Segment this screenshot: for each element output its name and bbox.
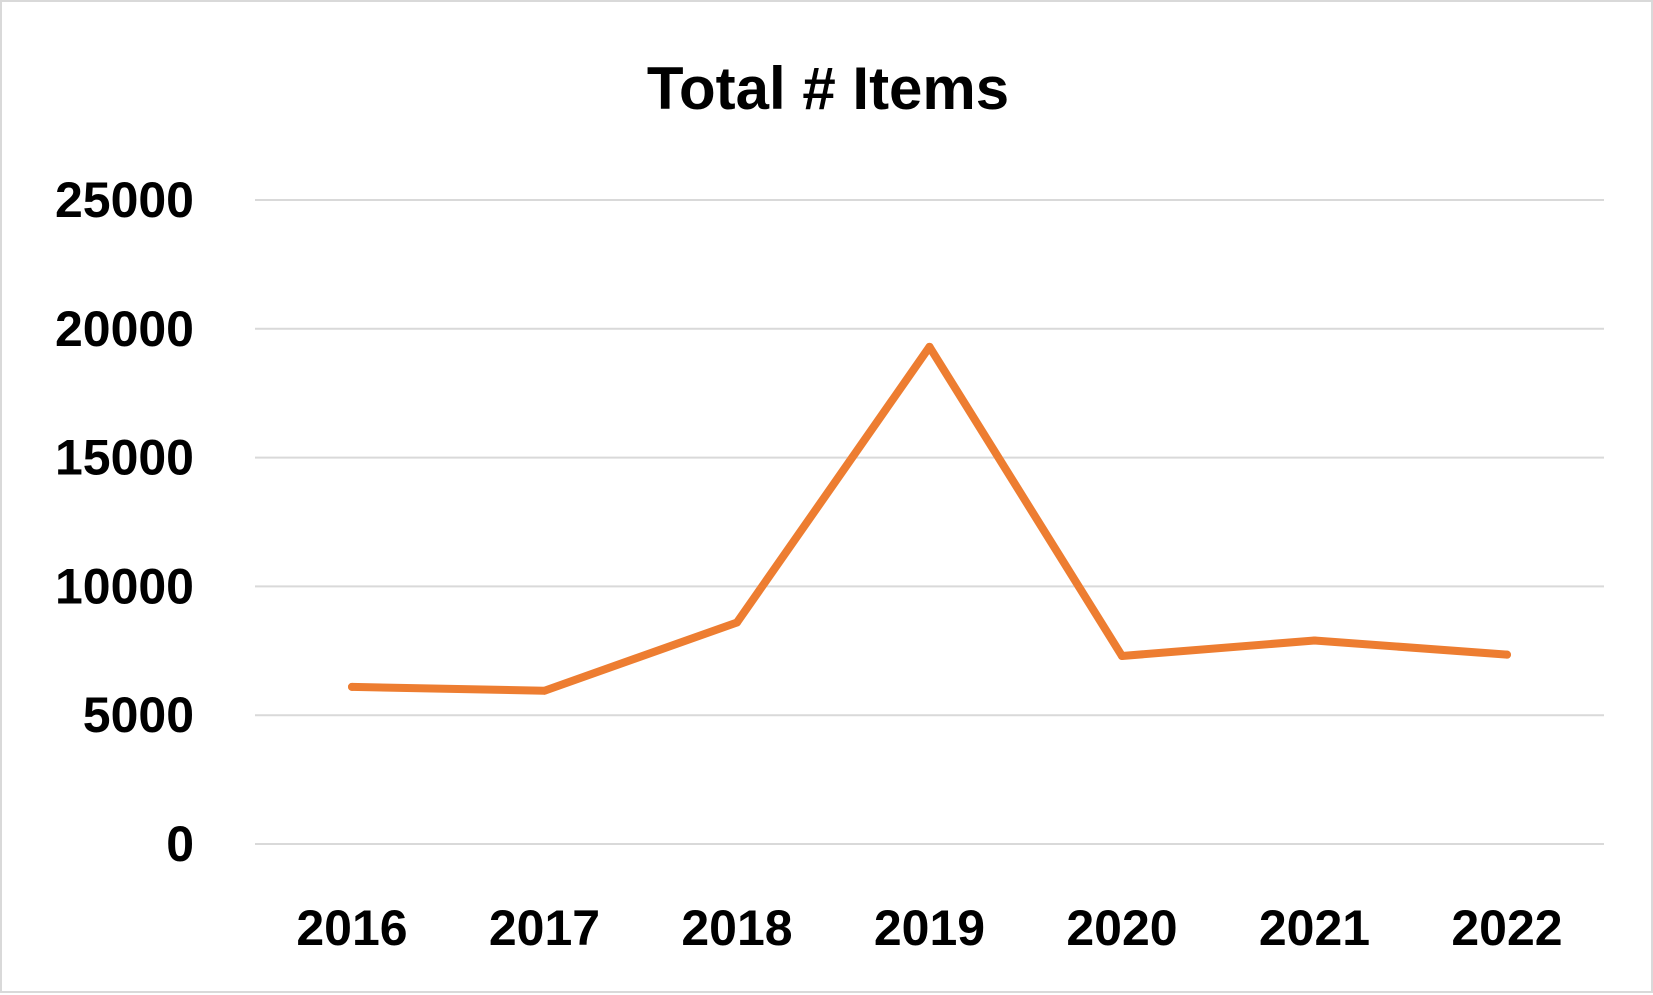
data-point-2019 [925,342,934,351]
x-tick-label-2016: 2016 [296,900,407,956]
data-point-2021 [1310,636,1319,645]
series-line-0 [348,342,1511,695]
x-tick-label-2019: 2019 [874,900,985,956]
data-point-2016 [348,682,356,691]
y-tick-label-25000: 25000 [55,172,194,228]
chart-title: Total # Items [647,55,1009,122]
series-group [348,342,1511,695]
data-point-2017 [540,686,549,695]
data-point-2018 [733,618,741,627]
y-axis-tick-labels: 0 5000 10000 15000 20000 25000 [55,172,194,872]
data-point-2022 [1503,650,1511,659]
x-tick-label-2018: 2018 [681,900,792,956]
data-point-2020 [1118,651,1126,660]
y-tick-label-10000: 10000 [55,558,194,614]
y-tick-label-15000: 15000 [55,430,194,486]
y-tick-label-20000: 20000 [55,301,194,357]
y-tick-label-0: 0 [166,816,194,872]
x-tick-label-2020: 2020 [1066,900,1177,956]
gridlines [255,199,1604,845]
x-axis-tick-labels: 2016 2017 2018 2019 2020 2021 2022 [296,900,1562,956]
x-tick-label-2017: 2017 [489,900,600,956]
x-tick-label-2021: 2021 [1259,900,1370,956]
y-tick-label-5000: 5000 [83,687,194,743]
x-tick-label-2022: 2022 [1451,900,1562,956]
